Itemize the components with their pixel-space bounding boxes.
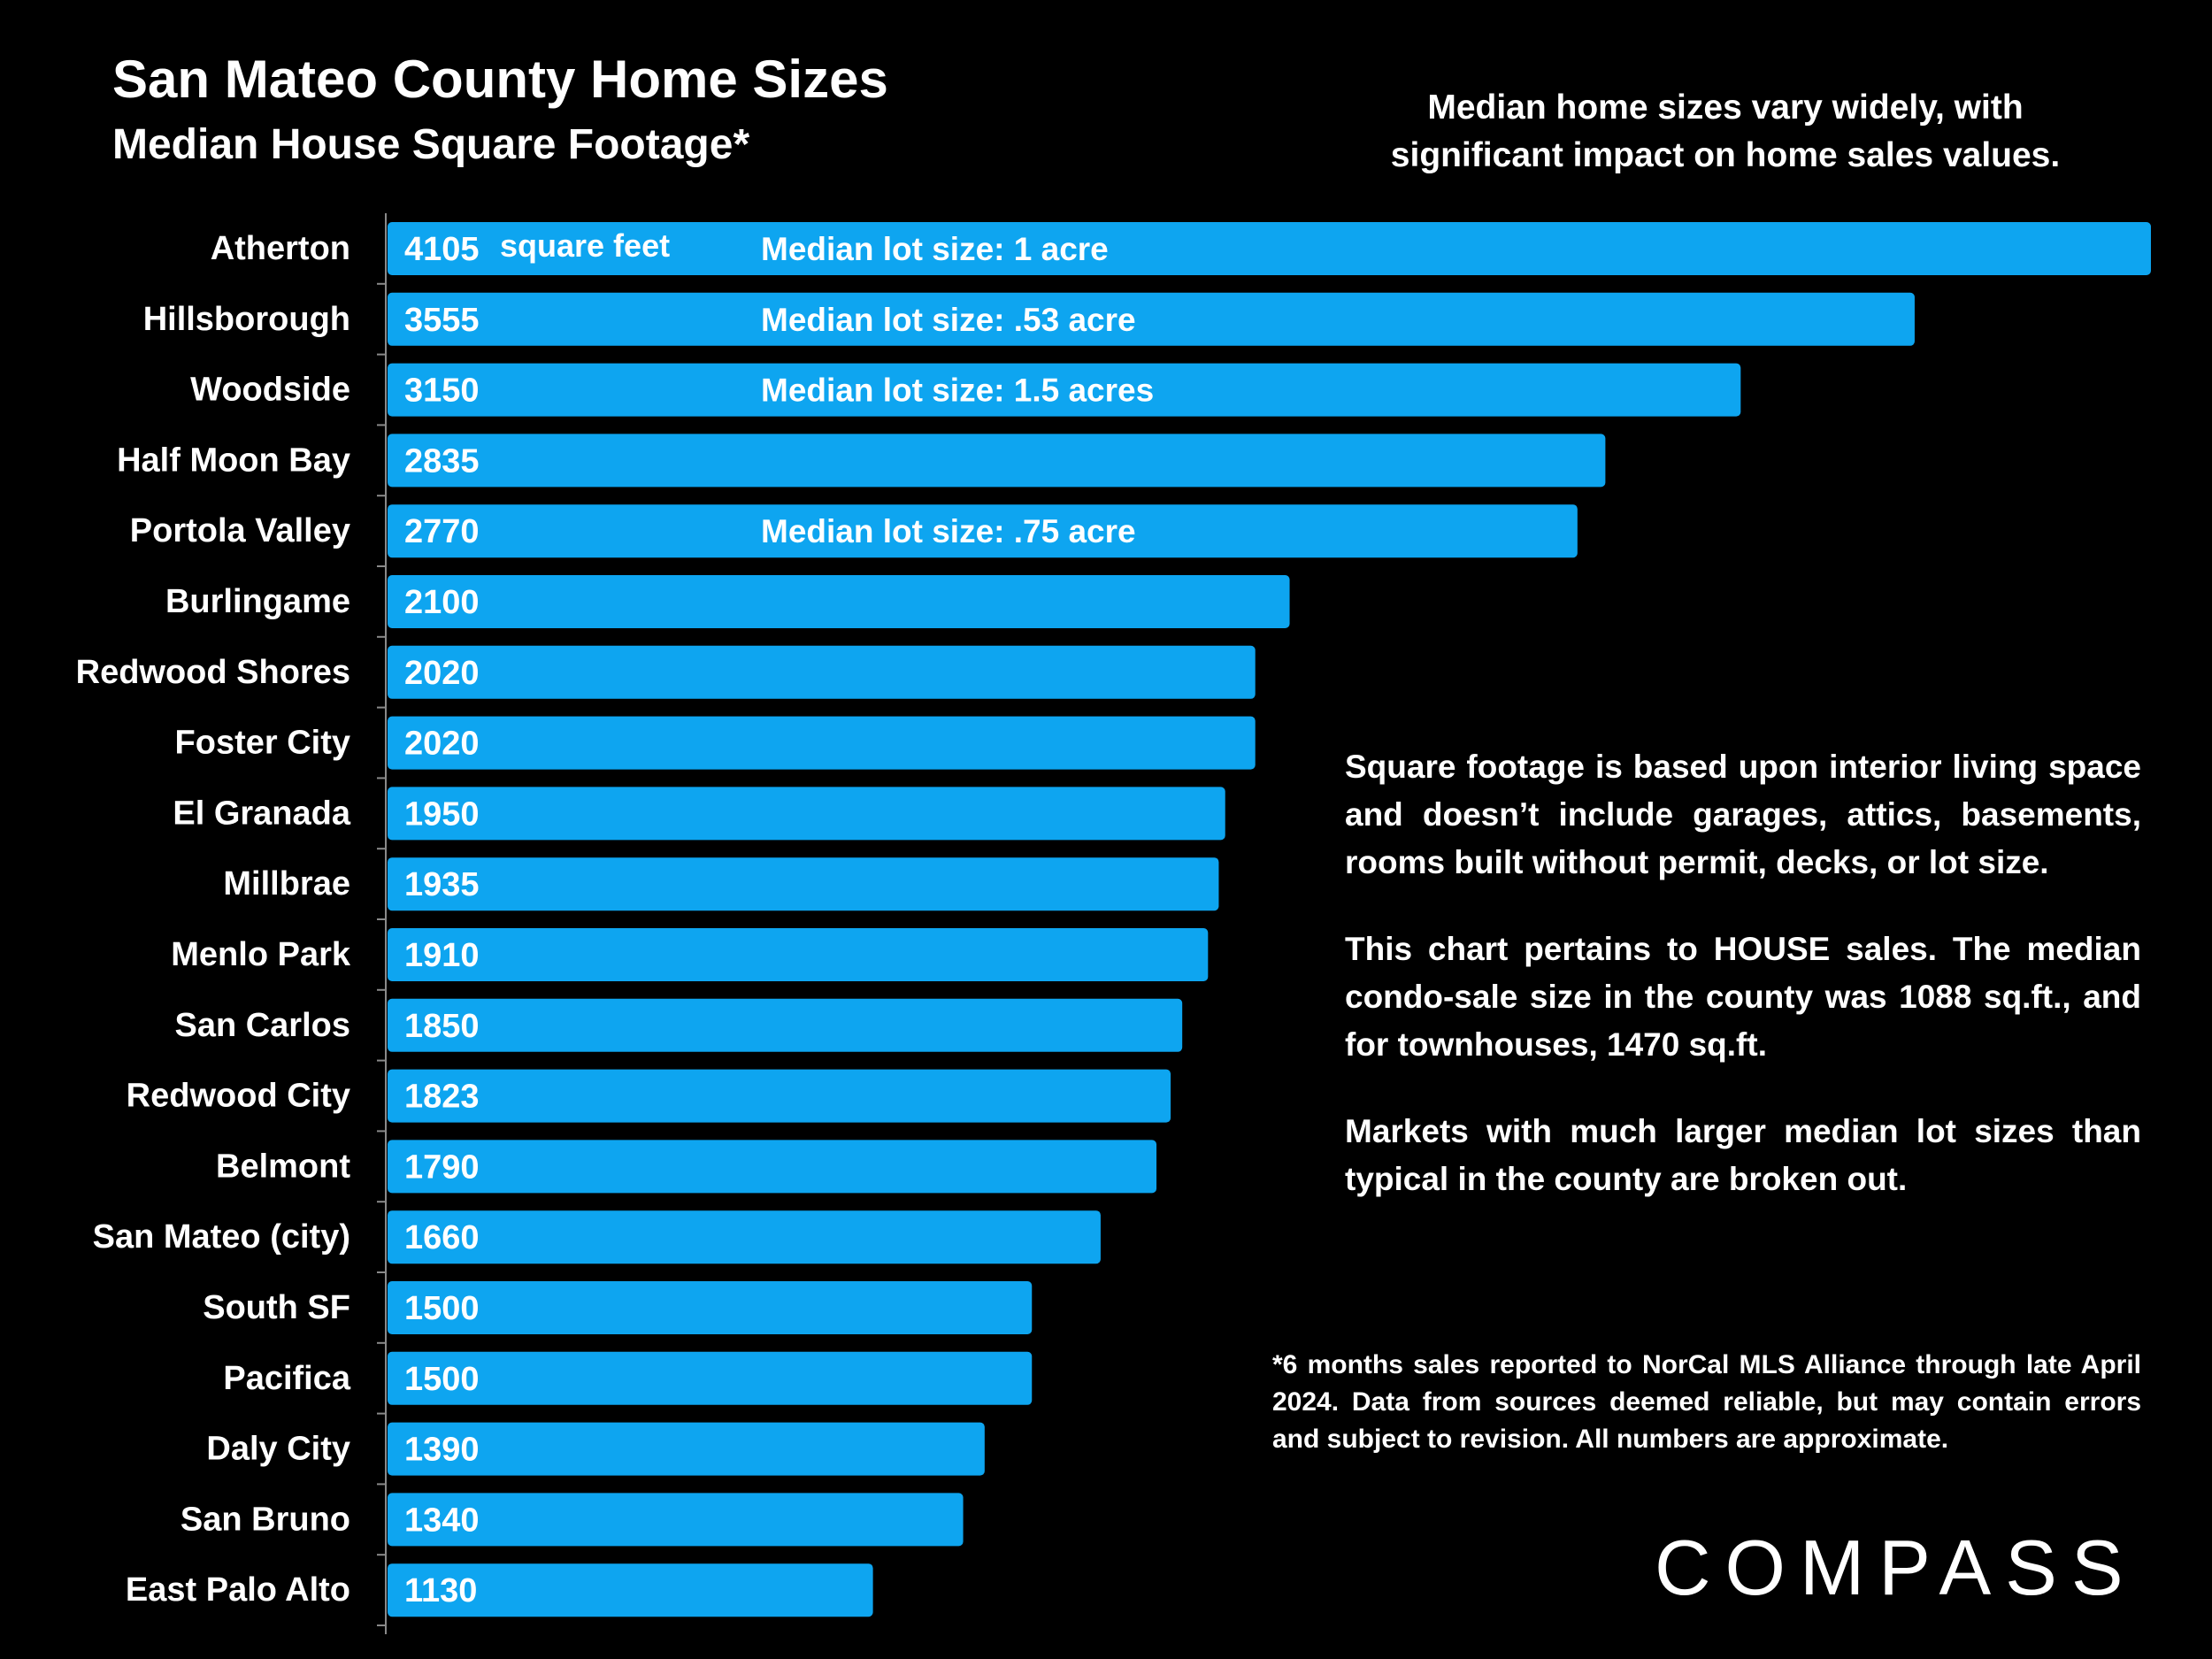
bar bbox=[388, 1140, 1157, 1194]
bar bbox=[388, 857, 1219, 911]
chart-title: San Mateo County Home Sizes bbox=[112, 50, 888, 109]
lot-size-annotation: Median lot size: .75 acre bbox=[761, 513, 1136, 549]
value-label: 2835 bbox=[404, 442, 480, 480]
bar bbox=[388, 787, 1225, 841]
bar bbox=[388, 1210, 1101, 1264]
category-label: El Granada bbox=[173, 795, 350, 832]
bar bbox=[388, 363, 1741, 417]
category-label: Belmont bbox=[216, 1148, 350, 1185]
category-label: Daly City bbox=[206, 1431, 350, 1468]
value-label: 1500 bbox=[404, 1361, 480, 1398]
category-label: Redwood Shores bbox=[76, 654, 350, 691]
bar bbox=[388, 998, 1183, 1052]
value-label: 2770 bbox=[404, 513, 480, 550]
bar bbox=[388, 222, 2151, 275]
bar bbox=[388, 1351, 1033, 1405]
bar bbox=[388, 504, 1578, 558]
value-label: 2020 bbox=[404, 726, 480, 763]
bar bbox=[388, 1563, 873, 1617]
category-label: Pacifica bbox=[223, 1360, 351, 1397]
category-label: San Bruno bbox=[180, 1501, 350, 1538]
value-label: 1790 bbox=[404, 1148, 480, 1186]
bar bbox=[388, 292, 1915, 346]
lot-size-annotation: Median lot size: .53 acre bbox=[761, 302, 1136, 338]
bar bbox=[388, 716, 1256, 770]
category-label: Redwood City bbox=[127, 1078, 350, 1115]
note-paragraph: Markets with much larger median lot size… bbox=[1345, 1113, 2141, 1197]
notes: Square footage is based upon interior li… bbox=[1345, 743, 2141, 1242]
value-label: 3150 bbox=[404, 373, 480, 410]
bar bbox=[388, 434, 1606, 488]
value-label: 2100 bbox=[404, 584, 480, 621]
bar bbox=[388, 645, 1256, 699]
note-paragraph: Square footage is based upon interior li… bbox=[1345, 749, 2141, 880]
category-label: Foster City bbox=[175, 725, 350, 762]
bar bbox=[388, 928, 1209, 981]
value-label: 1130 bbox=[404, 1572, 477, 1609]
value-label: 1910 bbox=[404, 937, 480, 974]
category-label: Woodside bbox=[190, 372, 350, 409]
bar bbox=[388, 1493, 964, 1547]
category-label: Menlo Park bbox=[171, 936, 351, 973]
value-label: 1823 bbox=[404, 1079, 480, 1116]
value-label: 1935 bbox=[404, 866, 480, 903]
value-label: 1500 bbox=[404, 1290, 480, 1327]
category-label: Millbrae bbox=[223, 865, 350, 902]
bar bbox=[388, 1281, 1033, 1334]
compass-logo: COMPASS bbox=[1655, 1524, 2138, 1611]
category-label: Atherton bbox=[211, 230, 350, 267]
value-label: 4105 bbox=[404, 231, 480, 268]
value-label: 1340 bbox=[404, 1502, 480, 1539]
bar bbox=[388, 1422, 985, 1476]
unit-label: square feet bbox=[500, 227, 670, 264]
value-label: 3555 bbox=[404, 302, 480, 339]
bar bbox=[388, 575, 1290, 628]
lot-size-annotation: Median lot size: 1.5 acres bbox=[761, 373, 1154, 409]
value-label: 1390 bbox=[404, 1432, 480, 1469]
category-label: Portola Valley bbox=[130, 512, 350, 549]
bar bbox=[388, 1069, 1171, 1123]
note-paragraph: This chart pertains to HOUSE sales. The … bbox=[1345, 931, 2141, 1063]
category-label: South SF bbox=[203, 1289, 350, 1326]
value-label: 1950 bbox=[404, 795, 480, 833]
value-label: 2020 bbox=[404, 655, 480, 692]
tagline: Median home sizes vary widely, with sign… bbox=[1390, 88, 2061, 174]
footnote: *6 months sales reported to NorCal MLS A… bbox=[1272, 1350, 2141, 1454]
category-label: East Palo Alto bbox=[126, 1571, 350, 1609]
category-label: Half Moon Bay bbox=[117, 442, 350, 479]
category-label: Burlingame bbox=[165, 583, 350, 620]
category-label: San Mateo (city) bbox=[93, 1218, 350, 1256]
value-label: 1660 bbox=[404, 1219, 480, 1256]
chart-subtitle: Median House Square Footage* bbox=[112, 121, 750, 168]
value-label: 1850 bbox=[404, 1008, 480, 1045]
category-label: San Carlos bbox=[174, 1007, 350, 1044]
category-label: Hillsborough bbox=[143, 301, 350, 338]
lot-size-annotation: Median lot size: 1 acre bbox=[761, 231, 1109, 267]
